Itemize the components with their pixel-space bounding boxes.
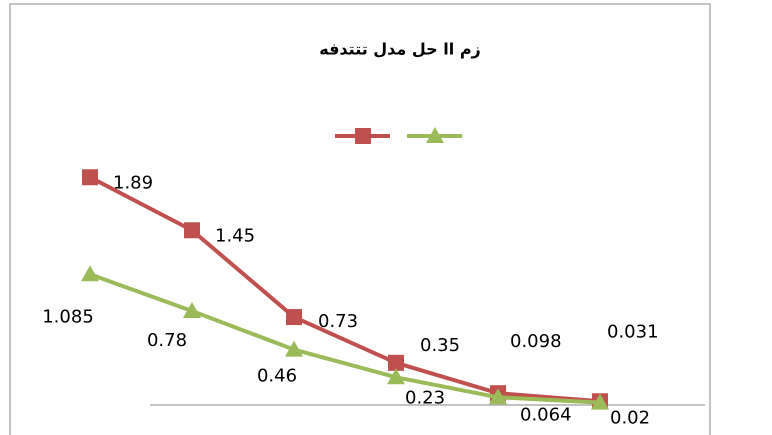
data-label: 0.73 [318,311,358,332]
chart: زم اا حل مدل تتتدفه 1.89 1.45 0.73 0.35 0.09… [0,0,772,435]
data-point [184,222,200,238]
data-label: 0.098 [510,331,562,352]
chart-title: زم اا حل مدل تتتدفه [319,40,481,59]
data-label: 1.89 [113,172,153,193]
data-label: 0.23 [405,387,445,408]
data-label: 0.02 [610,408,650,429]
legend-marker [355,128,371,144]
data-label: 0.35 [420,335,460,356]
data-point [82,169,98,185]
data-label: 1.45 [215,225,255,246]
data-label: 0.78 [147,330,187,351]
data-label: 0.031 [607,321,659,342]
chart-frame [10,4,710,435]
data-label: 0.064 [520,404,572,425]
data-point [286,309,302,325]
data-label: 0.46 [257,366,297,387]
data-label: 1.085 [42,306,94,327]
